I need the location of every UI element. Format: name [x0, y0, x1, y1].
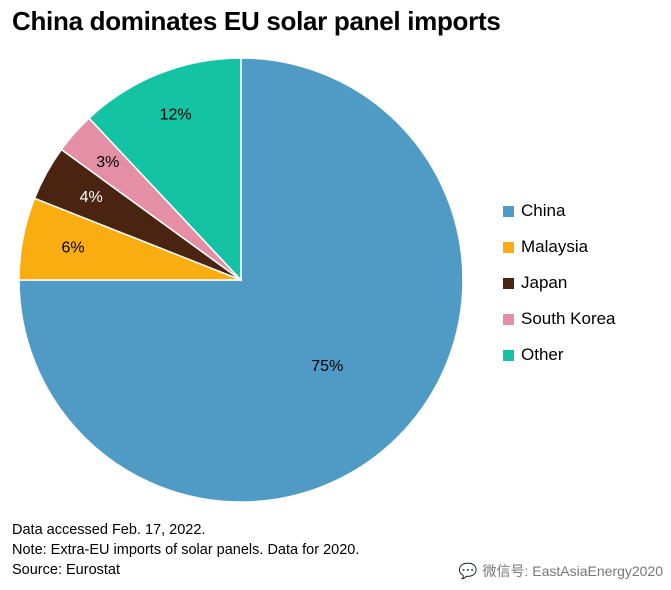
legend-swatch-malaysia: [503, 241, 514, 253]
slice-label-japan: 4%: [80, 189, 103, 206]
legend-label-other: Other: [521, 345, 564, 364]
legend-item-china: China: [503, 193, 616, 229]
legend-swatch-south-korea: [503, 313, 514, 325]
footnote: Note: Extra-EU imports of solar panels. …: [12, 542, 360, 558]
legend-swatch-china: [503, 205, 514, 217]
legend-label-south-korea: South Korea: [521, 309, 616, 328]
legend-item-other: Other: [503, 337, 616, 373]
watermark: 💬 微信号: EastAsiaEnergy2020: [459, 561, 663, 581]
chart-notes: Data accessed Feb. 17, 2022. Note: Extra…: [12, 520, 359, 580]
source-note: Source: Eurostat: [12, 562, 120, 578]
watermark-text: 微信号: EastAsiaEnergy2020: [482, 563, 663, 579]
slice-label-south-korea: 3%: [96, 154, 119, 171]
legend-label-china: China: [521, 201, 566, 220]
legend-label-malaysia: Malaysia: [521, 237, 589, 256]
chart-legend: China Malaysia Japan South Korea Other: [503, 193, 616, 373]
pie-slice-other: [87, 57, 242, 282]
legend-item-malaysia: Malaysia: [503, 229, 616, 265]
pie-slice-china: [18, 57, 464, 503]
legend-item-south-korea: South Korea: [503, 301, 616, 337]
legend-swatch-other: [503, 349, 514, 361]
slice-label-malaysia: 6%: [62, 240, 85, 257]
legend-item-japan: Japan: [503, 265, 616, 301]
wechat-icon: 💬: [458, 563, 478, 580]
slice-label-other: 12%: [160, 106, 192, 123]
slice-label-china: 75%: [311, 358, 343, 375]
legend-label-japan: Japan: [521, 273, 568, 292]
data-accessed-note: Data accessed Feb. 17, 2022.: [12, 522, 206, 538]
legend-swatch-japan: [503, 277, 514, 289]
chart-title: China dominates EU solar panel imports: [12, 6, 501, 36]
